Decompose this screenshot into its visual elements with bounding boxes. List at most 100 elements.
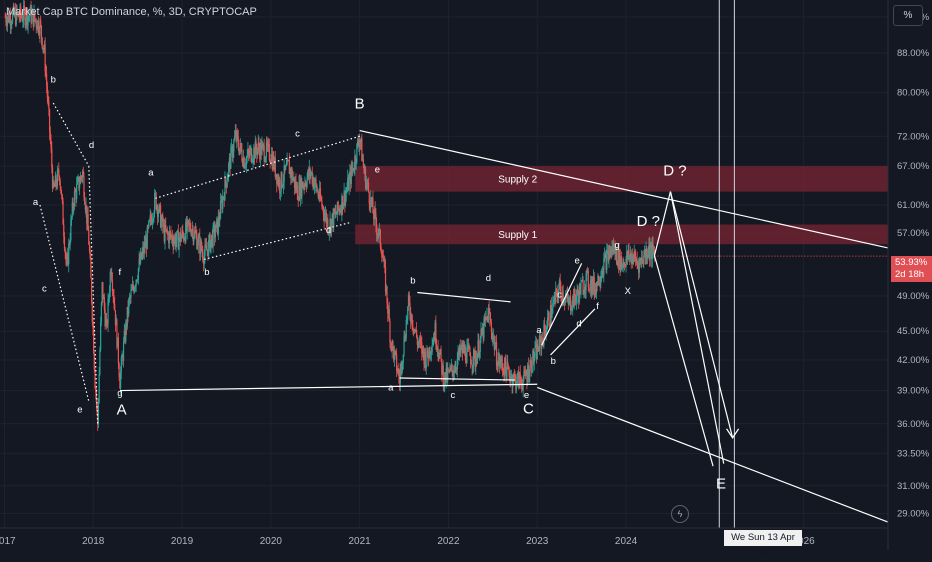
candle-body xyxy=(345,191,347,194)
candle-body xyxy=(564,297,566,304)
trend-line xyxy=(669,191,725,464)
wave-label: d xyxy=(326,225,331,236)
candle-body xyxy=(239,148,241,154)
candle-body xyxy=(302,185,304,189)
candle-body xyxy=(646,255,649,259)
candle-body xyxy=(279,192,282,194)
candle-body xyxy=(458,350,460,356)
candle-body xyxy=(265,141,267,158)
candle-body xyxy=(640,258,643,262)
candle-body xyxy=(315,179,317,185)
candle-body xyxy=(388,308,390,322)
candle-body xyxy=(253,147,256,159)
candle-body xyxy=(11,12,14,23)
candle-body xyxy=(474,353,476,367)
candle-body xyxy=(390,343,393,351)
candle-body xyxy=(209,234,211,252)
candle-body xyxy=(578,294,580,303)
candle-body xyxy=(595,289,597,295)
candle-body xyxy=(374,208,376,214)
candle-body xyxy=(443,386,445,387)
wave-label: b xyxy=(551,356,556,367)
candle-body xyxy=(168,233,170,244)
candle-body xyxy=(515,376,517,390)
candle-body xyxy=(573,289,575,307)
candle-body xyxy=(596,282,598,286)
candle-body xyxy=(638,260,640,273)
wave-label: c xyxy=(42,284,47,295)
candle-body xyxy=(141,252,143,259)
candle-body xyxy=(302,181,304,189)
candle-body xyxy=(409,302,411,315)
candle-body xyxy=(441,365,444,375)
candle-body xyxy=(487,315,489,323)
candle-body xyxy=(330,219,333,233)
candle-body xyxy=(467,344,470,348)
candle-body xyxy=(161,215,163,220)
candle-body xyxy=(142,247,145,254)
candle-body xyxy=(9,15,11,23)
candle-body xyxy=(292,178,294,181)
wave-label: d xyxy=(486,273,491,284)
candle-body xyxy=(191,228,193,231)
candle-body xyxy=(510,374,512,378)
supply-zones: Supply 2 Supply 1 xyxy=(355,166,888,245)
candle-body xyxy=(238,146,240,154)
candle-body xyxy=(125,322,128,328)
candle-body xyxy=(418,338,421,343)
candle-body xyxy=(38,32,40,36)
candle-body xyxy=(86,205,88,224)
candle-body xyxy=(159,204,161,206)
candle-body xyxy=(363,166,365,174)
candle-body xyxy=(15,8,17,25)
candle-body xyxy=(66,254,68,264)
candle-body xyxy=(320,198,322,201)
candle-body xyxy=(570,310,572,311)
candle-body xyxy=(567,299,569,305)
x-tick-label: 2019 xyxy=(171,536,194,547)
last-price-tag: 53.93% 2d 18h xyxy=(891,256,932,282)
candle-body xyxy=(418,342,420,343)
candle-body xyxy=(626,251,628,259)
candle-body xyxy=(179,232,181,240)
candle-body xyxy=(442,365,444,387)
candle-body xyxy=(620,258,622,271)
candle-body xyxy=(4,16,6,18)
candle-body xyxy=(461,343,463,349)
candle-body xyxy=(280,172,282,193)
candle-body xyxy=(154,193,156,213)
candle-body xyxy=(370,197,373,204)
candle-body xyxy=(464,347,466,354)
candle-body xyxy=(287,159,289,161)
candle-body xyxy=(436,347,438,349)
candle-body xyxy=(424,351,426,365)
candle-body xyxy=(39,20,41,36)
candle-body xyxy=(100,302,102,323)
candle-body xyxy=(229,157,231,169)
candle-body xyxy=(173,240,175,247)
candle-body xyxy=(70,217,73,220)
candle-body xyxy=(285,165,287,170)
time-axis[interactable]: 2017 2018 2019 2020 2021 2022 2023 2024 2026 xyxy=(0,527,888,547)
candle-body xyxy=(253,147,255,161)
candle-body xyxy=(592,276,595,290)
candle-body xyxy=(214,232,216,238)
candle-body xyxy=(495,342,498,366)
candle-body xyxy=(631,255,633,263)
candle-body xyxy=(40,25,43,38)
candle-body xyxy=(116,319,118,348)
candle-body xyxy=(581,280,583,283)
percent-scale-button[interactable]: % xyxy=(893,5,923,26)
candle-body xyxy=(11,22,13,25)
lightning-icon[interactable]: ϟ xyxy=(671,505,689,523)
candle-body xyxy=(263,145,265,162)
candle-body xyxy=(500,357,502,363)
candle-body xyxy=(643,249,646,256)
candle-body xyxy=(41,37,43,48)
candle-body xyxy=(566,293,569,300)
candle-body xyxy=(49,131,51,141)
candle-body xyxy=(120,357,122,372)
candle-body xyxy=(65,252,67,261)
candle-body xyxy=(501,357,503,364)
